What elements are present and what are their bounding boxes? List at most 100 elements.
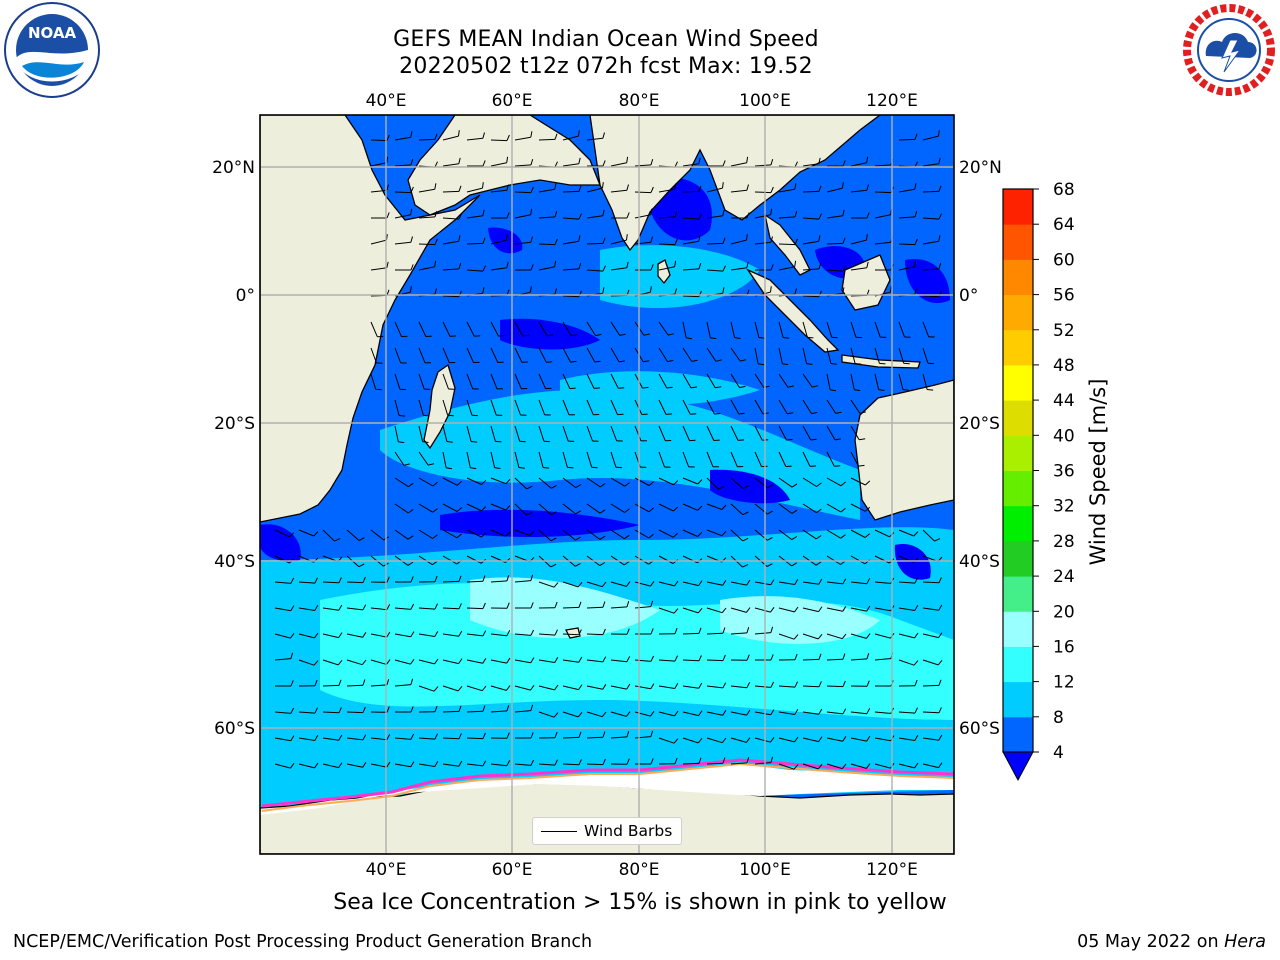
wind-barb	[394, 159, 414, 167]
india-land	[589, 115, 882, 252]
wind-barb	[322, 679, 342, 687]
wind-barb	[538, 451, 550, 469]
wind-barb	[778, 681, 798, 688]
wind-barb	[850, 735, 871, 742]
wind-barb	[610, 399, 624, 416]
wind-barb	[706, 682, 727, 689]
map-plot-area	[260, 115, 954, 854]
wind-barb	[490, 529, 511, 537]
wind-barb	[466, 373, 479, 390]
wind-barb	[634, 730, 654, 739]
wind-barb	[922, 347, 934, 365]
wind-barb	[922, 679, 942, 687]
wind-barb	[538, 211, 558, 219]
wind-barb	[346, 706, 366, 714]
colorbar-segment	[1003, 329, 1033, 366]
lon-tick-bottom: 120°E	[866, 860, 918, 880]
wind-barb	[514, 399, 527, 416]
java-land	[841, 354, 921, 369]
wind-barb	[826, 451, 841, 467]
wind-barb	[634, 655, 655, 662]
wind-barb	[562, 477, 582, 489]
wind-barb	[490, 685, 511, 691]
wind-barb	[635, 264, 654, 271]
wind-barb	[514, 131, 533, 141]
wind-barb	[562, 347, 577, 363]
wind-barb	[466, 321, 481, 337]
wind-barb	[802, 503, 822, 514]
wind-barb	[898, 632, 919, 639]
wind-barb	[394, 503, 414, 514]
wind-barb	[514, 373, 528, 390]
wind-barb	[802, 263, 822, 271]
wind-barb	[442, 705, 462, 713]
wind-barb	[802, 451, 817, 467]
wind-barb	[490, 451, 501, 469]
lat-tick-left: 60°S	[214, 719, 255, 739]
wind-barb	[658, 529, 679, 538]
wind-barb	[322, 707, 342, 714]
lon-tick-top: 40°E	[366, 91, 407, 111]
wind-barb	[754, 159, 774, 167]
wind-barb	[346, 659, 367, 666]
wind-barb	[322, 604, 343, 611]
wind-barb	[610, 731, 630, 739]
wind-barb	[754, 321, 765, 339]
wind-barb	[730, 399, 745, 415]
wind-barb	[562, 373, 576, 389]
wind-barb	[538, 321, 553, 337]
wind-barb	[562, 656, 583, 663]
wind-barb	[682, 477, 703, 485]
wind-barb	[466, 529, 487, 538]
sea-ice-note: Sea Ice Concentration > 15% is shown in …	[333, 890, 947, 915]
colorbar-title: Wind Speed [m/s]	[1086, 378, 1110, 566]
wind-barb	[394, 186, 414, 194]
wind-barb	[730, 529, 749, 542]
wind-barb	[850, 578, 871, 585]
wind-barb	[466, 477, 487, 485]
colorbar-label: 20	[1053, 602, 1075, 622]
lat-tick-right: 20°N	[959, 158, 1002, 178]
wind-barb	[778, 763, 799, 770]
colorbar-label: 44	[1053, 391, 1075, 411]
wind-barb	[418, 603, 438, 610]
wind-barb	[538, 373, 552, 390]
wind-barb	[850, 399, 866, 414]
wind-barb	[778, 238, 798, 246]
wind-barb	[370, 706, 390, 713]
wind-barb	[898, 707, 918, 714]
wind-barb	[922, 707, 942, 714]
colorbar-label: 68	[1053, 180, 1075, 200]
wind-barb	[730, 627, 750, 635]
wind-barb	[442, 733, 462, 740]
wind-barb	[562, 451, 574, 469]
wind-barb	[635, 628, 654, 635]
wind-barb	[778, 451, 792, 467]
wind-barb	[562, 759, 582, 766]
wind-barb	[466, 132, 485, 141]
wind-barb	[826, 373, 837, 392]
wind-barb	[491, 212, 510, 219]
wind-barb	[874, 347, 886, 365]
wind-barb	[610, 321, 626, 336]
colorbar-segment	[1003, 400, 1033, 436]
wind-barb	[370, 679, 390, 687]
wind-barb	[922, 185, 942, 193]
wind-barb	[442, 213, 462, 220]
sea-ice-edge	[261, 758, 954, 812]
wind-barb	[826, 209, 845, 219]
colorbar-label: 48	[1053, 356, 1075, 376]
wind-barb	[778, 373, 794, 388]
wind-barb	[514, 704, 534, 713]
wind-barb	[706, 607, 727, 614]
colorbar-segment	[1003, 540, 1033, 577]
wind-barb	[898, 260, 917, 271]
wind-barb	[778, 709, 799, 715]
wind-barb	[322, 762, 343, 769]
wind-barb	[802, 321, 814, 339]
wind-barb	[395, 264, 414, 271]
wind-barb	[394, 678, 414, 687]
wind-barb	[922, 604, 943, 611]
wind-barb	[802, 681, 822, 688]
wind-barb	[298, 577, 318, 584]
